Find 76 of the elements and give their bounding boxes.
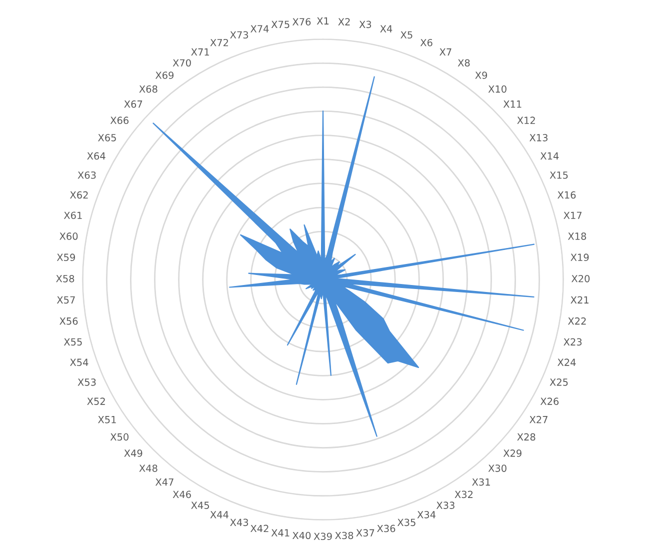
spoke-label: X34 [417, 510, 436, 518]
spoke-label: X7 [440, 48, 452, 56]
spoke-label: X52 [87, 398, 105, 405]
spoke-label: X3 [359, 20, 372, 28]
spoke-label: X53 [78, 378, 96, 386]
spoke-label: X63 [78, 171, 96, 179]
spoke-label: X74 [250, 25, 269, 32]
spoke-label: X15 [550, 172, 568, 179]
spoke-label: X33 [436, 502, 454, 509]
spoke-label: X61 [64, 212, 82, 220]
spoke-label: X11 [503, 100, 522, 108]
spoke-label: X28 [517, 433, 536, 441]
spoke-label: X17 [564, 212, 582, 219]
spoke-label: X22 [568, 317, 586, 325]
spoke-label: X14 [540, 152, 559, 160]
spoke-label: X67 [124, 100, 142, 108]
spoke-label: X64 [87, 152, 106, 160]
spoke-label: X45 [191, 502, 209, 509]
spoke-label: X41 [271, 529, 290, 536]
spoke-label: X62 [70, 191, 88, 199]
spoke-label: X40 [292, 532, 311, 540]
spoke-label: X31 [472, 478, 490, 486]
spoke-label: X47 [155, 478, 174, 486]
spoke-label: X4 [380, 25, 392, 32]
spoke-label: X27 [530, 416, 548, 424]
spoke-label: X16 [558, 191, 576, 199]
spoke-label: X29 [503, 450, 522, 457]
spoke-label: X6 [420, 38, 432, 46]
spoke-label: X60 [60, 232, 78, 240]
spoke-label: X20 [572, 274, 590, 282]
spoke-label: X39 [314, 532, 332, 540]
spoke-label: X30 [488, 464, 506, 472]
spoke-label: X58 [56, 274, 74, 282]
spoke-label: X51 [98, 416, 116, 424]
spoke-label: X48 [139, 464, 158, 472]
spoke-label: X21 [570, 296, 588, 304]
spoke-label: X24 [558, 358, 576, 366]
spoke-label: X75 [271, 20, 290, 28]
spoke-label: X9 [475, 72, 488, 79]
spoke-label: X59 [56, 254, 75, 262]
spoke-label: X36 [377, 524, 396, 532]
spoke-label: X43 [230, 518, 248, 526]
spoke-label: X42 [250, 524, 268, 532]
spoke-label: X50 [110, 433, 128, 441]
spoke-label: X13 [530, 134, 548, 142]
spoke-label: X12 [517, 116, 535, 124]
spoke-label: X1 [316, 17, 329, 24]
spoke-label: X76 [292, 18, 311, 26]
spoke-label: X46 [172, 490, 191, 498]
spoke-label: X71 [191, 48, 209, 56]
spoke-label: X73 [230, 31, 248, 39]
spoke-label: X19 [570, 254, 589, 262]
spoke-label: X49 [124, 450, 142, 457]
spoke-label: X18 [568, 232, 586, 240]
spoke-label: X69 [155, 72, 174, 79]
spoke-label: X57 [56, 296, 75, 304]
spoke-label: X70 [172, 59, 191, 67]
spoke-label: X72 [210, 38, 228, 46]
spoke-label: X38 [335, 532, 354, 540]
spoke-label: X10 [488, 85, 506, 93]
spoke-label: X35 [397, 518, 416, 526]
spoke-label: X56 [60, 317, 78, 325]
spoke-label: X68 [139, 85, 158, 93]
spoke-label: X23 [564, 338, 582, 346]
spoke-label: X37 [356, 529, 374, 537]
spoke-label: X66 [110, 116, 129, 124]
spoke-label: X54 [70, 358, 88, 366]
spoke-label: X55 [64, 338, 82, 346]
spoke-label: X26 [540, 398, 559, 405]
spoke-label: X32 [454, 490, 473, 498]
spoke-label: X5 [400, 31, 412, 39]
spoke-label: X2 [338, 18, 350, 26]
spoke-label: X8 [458, 59, 470, 67]
spoke-label: X25 [550, 378, 568, 386]
spoke-label: X44 [210, 511, 228, 518]
spoke-label: X65 [98, 134, 116, 142]
